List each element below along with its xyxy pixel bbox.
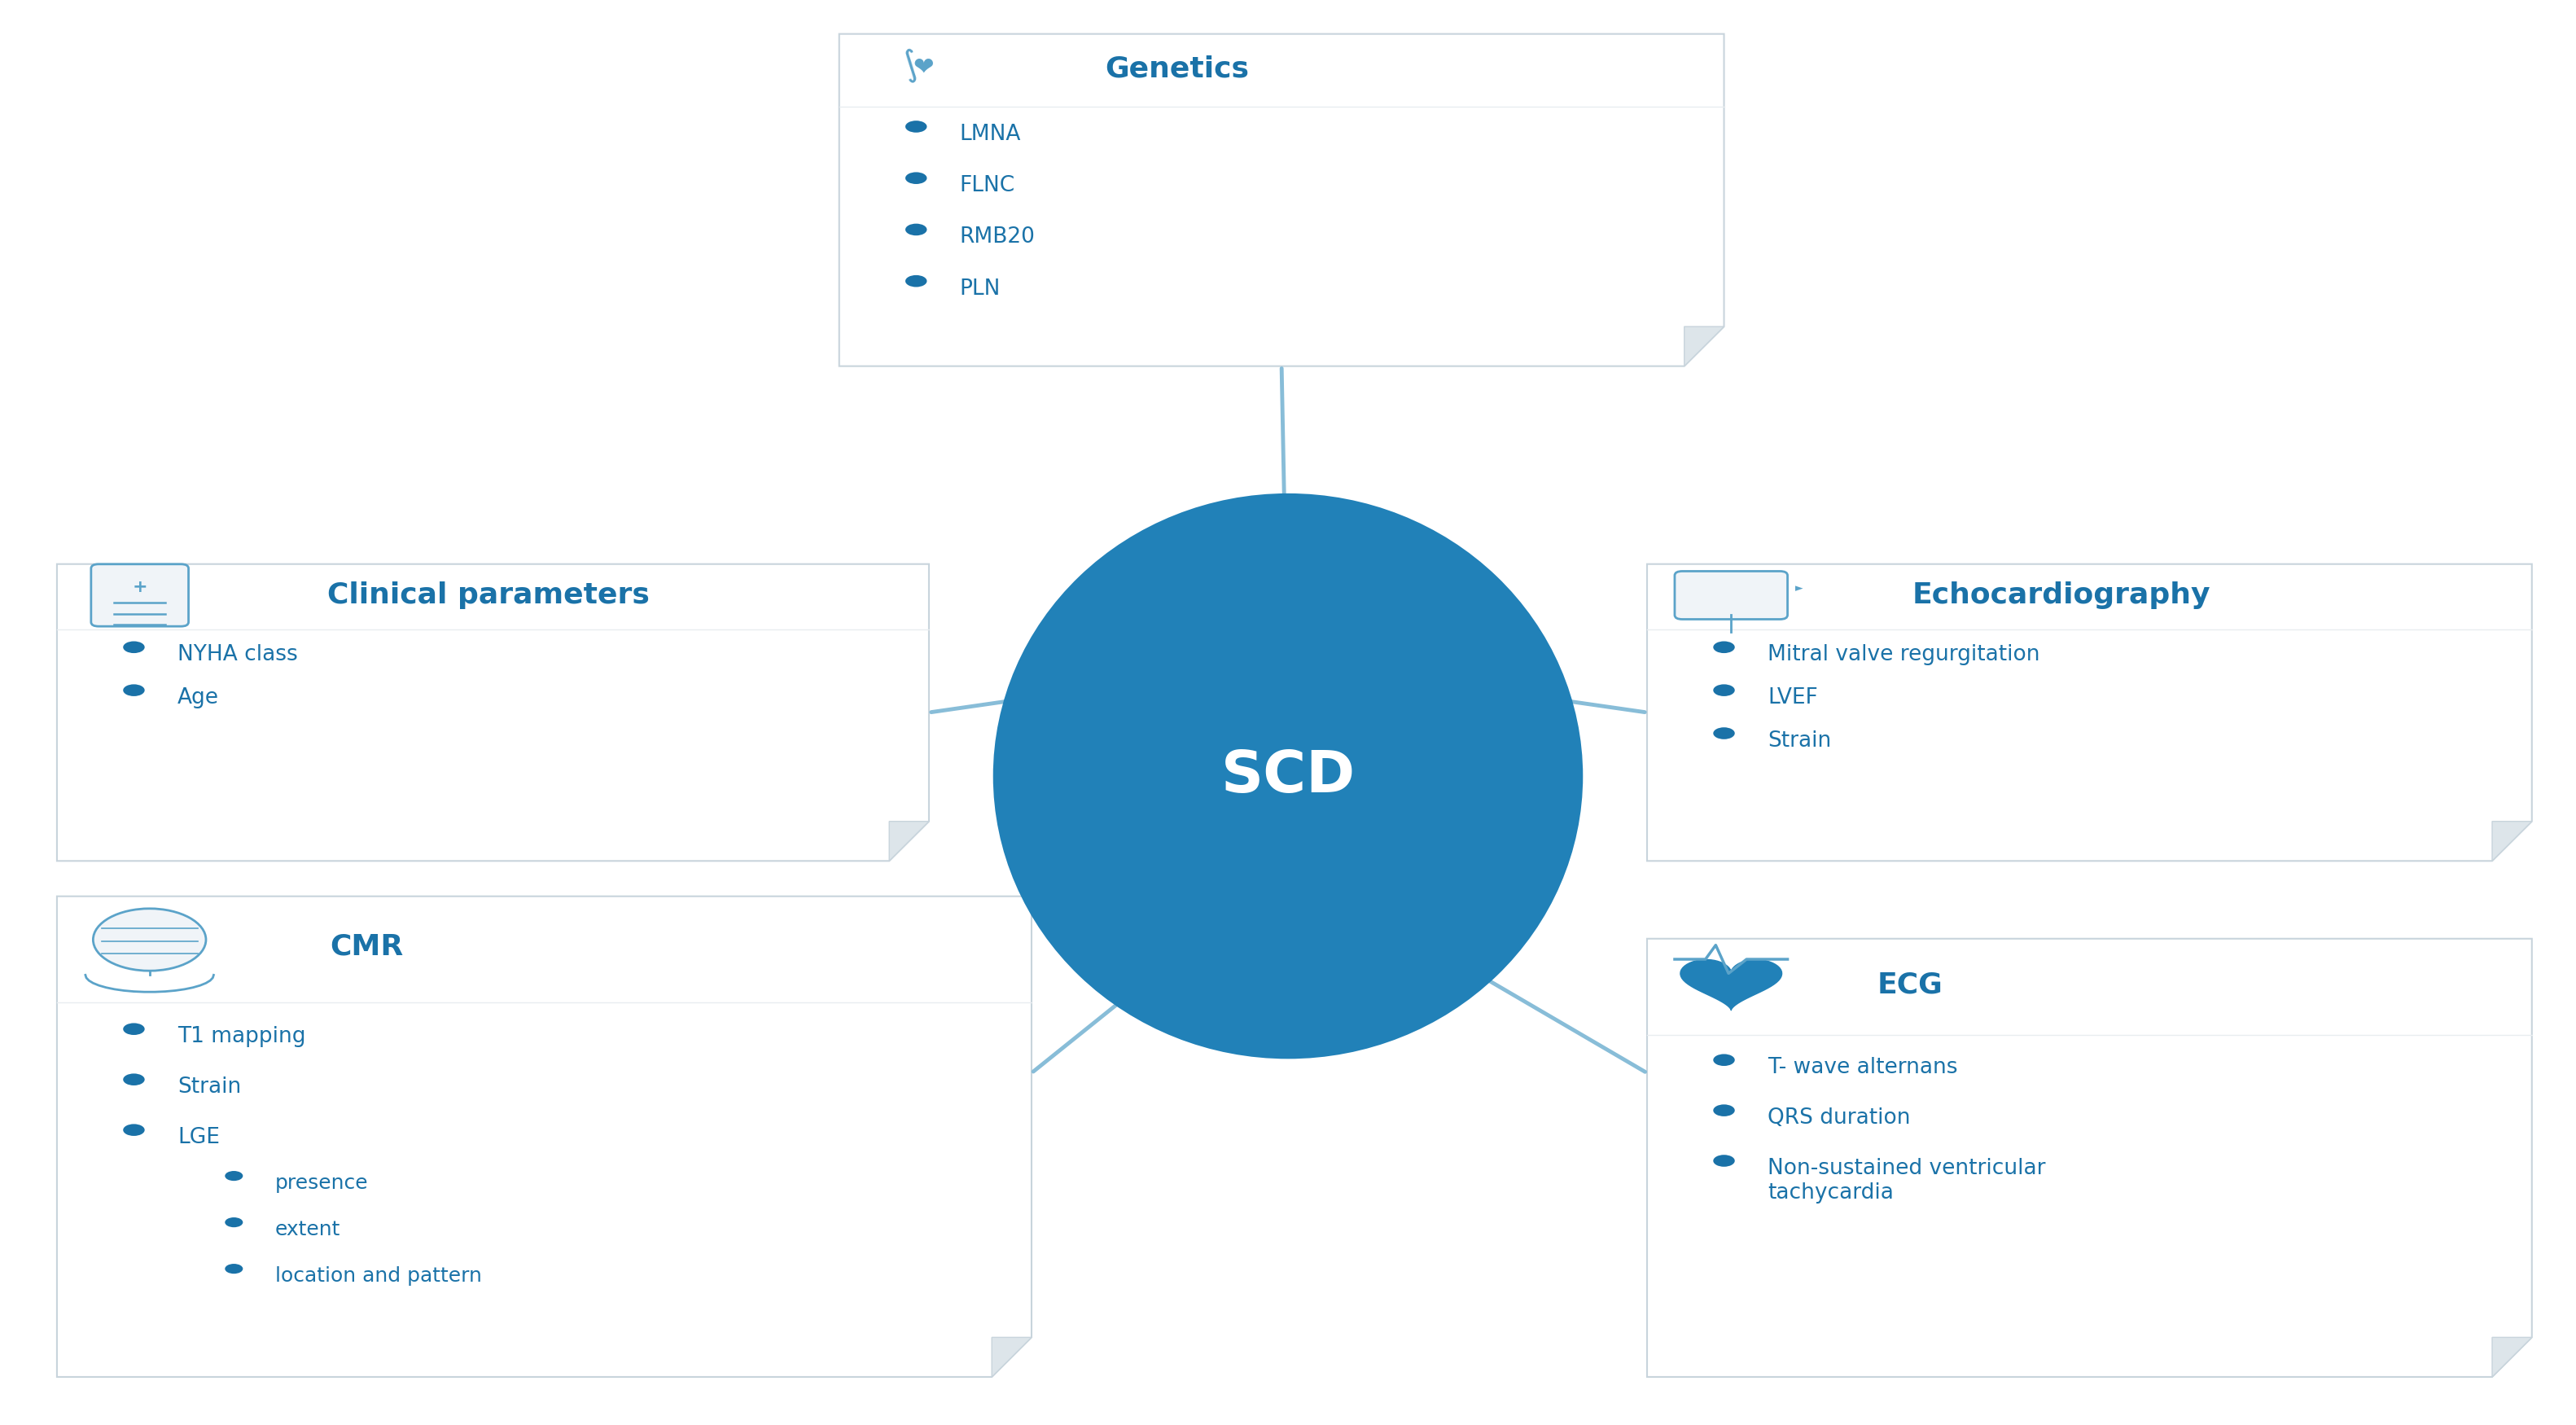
Text: T1 mapping: T1 mapping xyxy=(178,1026,307,1047)
Text: extent: extent xyxy=(276,1220,340,1240)
Text: Non-sustained ventricular
tachycardia: Non-sustained ventricular tachycardia xyxy=(1767,1159,2045,1203)
Text: LMNA: LMNA xyxy=(961,124,1020,145)
Text: T- wave alternans: T- wave alternans xyxy=(1767,1057,1958,1079)
Text: Age: Age xyxy=(178,687,219,708)
Text: Genetics: Genetics xyxy=(1105,56,1249,83)
Text: presence: presence xyxy=(276,1173,368,1193)
FancyBboxPatch shape xyxy=(90,564,188,627)
Text: ❤: ❤ xyxy=(912,57,933,81)
Text: LVEF: LVEF xyxy=(1767,687,1819,708)
Circle shape xyxy=(904,224,927,235)
Circle shape xyxy=(124,1023,144,1035)
Text: LGE: LGE xyxy=(178,1127,219,1149)
Circle shape xyxy=(1713,684,1734,697)
Circle shape xyxy=(904,121,927,133)
Polygon shape xyxy=(2491,1337,2532,1377)
Circle shape xyxy=(1713,1104,1734,1116)
Circle shape xyxy=(904,275,927,286)
Text: Strain: Strain xyxy=(1767,730,1832,751)
Text: Clinical parameters: Clinical parameters xyxy=(327,581,649,608)
Text: ∫: ∫ xyxy=(896,46,925,84)
Circle shape xyxy=(124,1124,144,1136)
Circle shape xyxy=(224,1171,242,1181)
Circle shape xyxy=(904,172,927,184)
Circle shape xyxy=(224,1217,242,1227)
Text: ECG: ECG xyxy=(1878,970,1942,999)
Circle shape xyxy=(124,684,144,697)
Polygon shape xyxy=(57,896,1030,1377)
Text: Mitral valve regurgitation: Mitral valve regurgitation xyxy=(1767,644,2040,665)
Polygon shape xyxy=(992,1337,1030,1377)
Text: NYHA class: NYHA class xyxy=(178,644,299,665)
Circle shape xyxy=(1713,1154,1734,1167)
Circle shape xyxy=(1713,727,1734,740)
Circle shape xyxy=(1713,641,1734,653)
Polygon shape xyxy=(2491,821,2532,861)
Text: FLNC: FLNC xyxy=(961,175,1015,197)
Circle shape xyxy=(124,641,144,653)
Text: location and pattern: location and pattern xyxy=(276,1267,482,1285)
Polygon shape xyxy=(840,34,1723,366)
Polygon shape xyxy=(57,564,930,861)
Polygon shape xyxy=(889,821,930,861)
Circle shape xyxy=(224,1264,242,1274)
Polygon shape xyxy=(1646,564,2532,861)
Text: SCD: SCD xyxy=(1221,748,1355,804)
Circle shape xyxy=(1713,1054,1734,1066)
Circle shape xyxy=(93,909,206,970)
Polygon shape xyxy=(1685,326,1723,366)
Text: RMB20: RMB20 xyxy=(961,227,1036,248)
Circle shape xyxy=(124,1073,144,1086)
Text: QRS duration: QRS duration xyxy=(1767,1107,1911,1129)
Text: Echocardiography: Echocardiography xyxy=(1911,581,2210,608)
Polygon shape xyxy=(1646,939,2532,1377)
Text: ►: ► xyxy=(1795,583,1803,593)
FancyBboxPatch shape xyxy=(1674,571,1788,620)
Text: CMR: CMR xyxy=(330,933,404,960)
Text: PLN: PLN xyxy=(961,278,999,299)
Polygon shape xyxy=(1680,959,1783,1010)
Text: Strain: Strain xyxy=(178,1076,242,1097)
Text: +: + xyxy=(131,579,147,596)
Ellipse shape xyxy=(994,493,1582,1059)
